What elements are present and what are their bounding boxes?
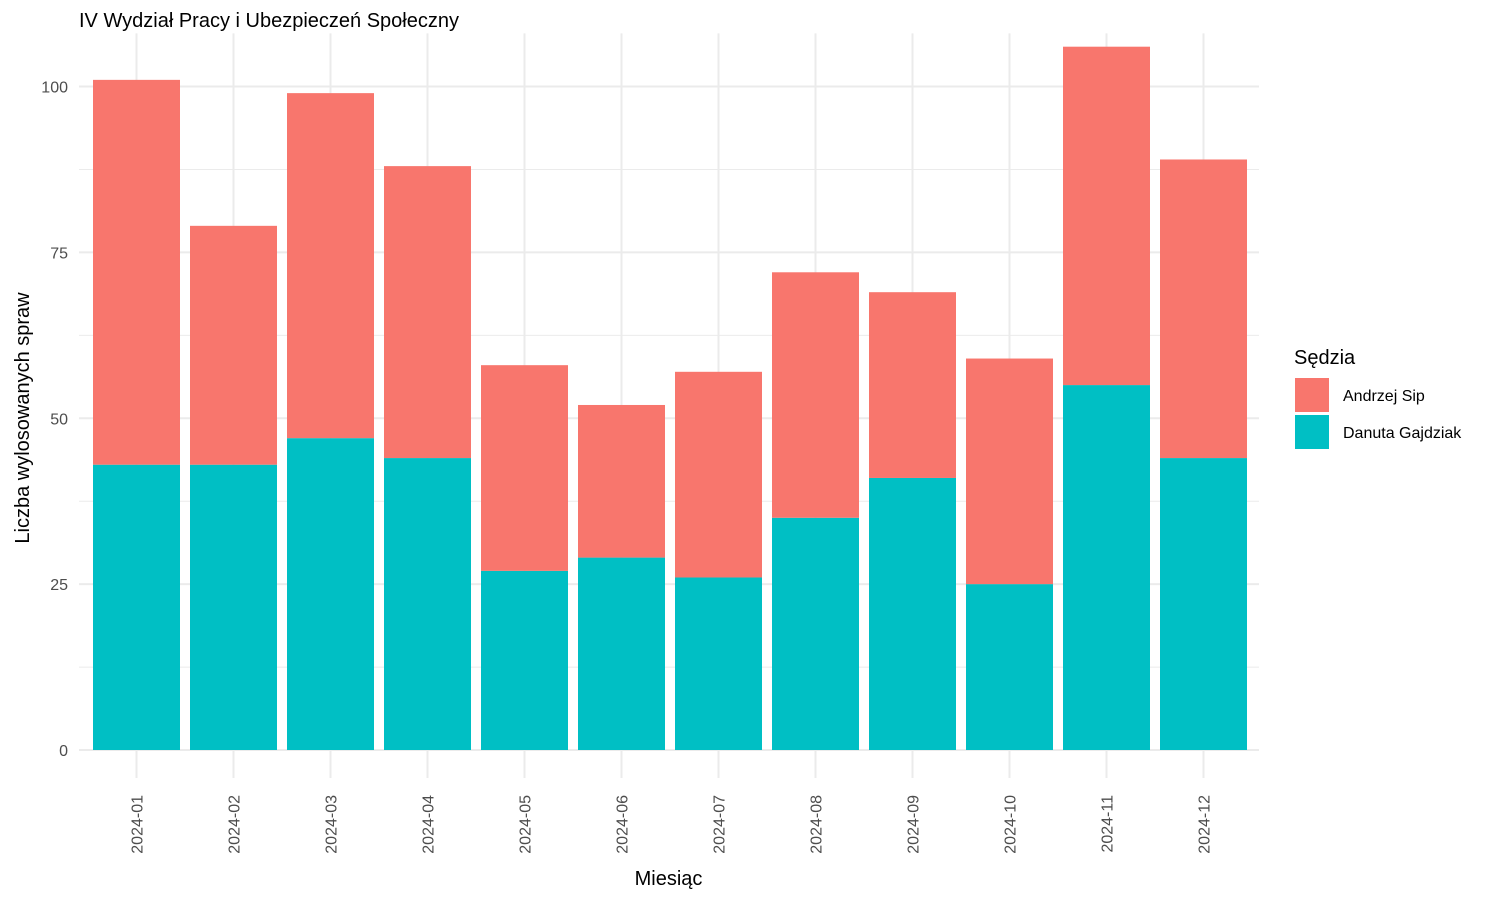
legend-title: Sędzia [1294, 347, 1356, 369]
bar-danuta-gajdziak [287, 438, 374, 750]
bar-danuta-gajdziak [966, 584, 1053, 750]
chart-title: IV Wydział Pracy i Ubezpieczeń Społeczny [79, 10, 459, 32]
y-tick-label: 75 [50, 245, 68, 262]
x-tick-label: 2024-12 [1197, 795, 1214, 854]
legend: Sędzia Andrzej Sip Danuta Gajdziak [1294, 347, 1462, 449]
bar-andrzej-sip [1063, 46, 1150, 386]
bars [93, 46, 1247, 750]
legend-label-danuta-gajdziak: Danuta Gajdziak [1343, 425, 1462, 442]
x-tick-label: 2024-05 [518, 795, 535, 854]
bar-danuta-gajdziak [190, 464, 277, 750]
bar-andrzej-sip [287, 93, 374, 439]
legend-key-danuta-gajdziak [1295, 415, 1329, 449]
bar-danuta-gajdziak [578, 557, 665, 750]
bar-danuta-gajdziak [869, 477, 956, 750]
axes: 0 25 50 75 100 2024-01 2024-02 2024-03 2024-04 20… [41, 80, 1213, 854]
y-tick-label: 100 [41, 80, 68, 97]
y-tick-label: 25 [50, 577, 68, 594]
bar-andrzej-sip [675, 371, 762, 578]
bar-danuta-gajdziak [772, 517, 859, 750]
bar-andrzej-sip [772, 272, 859, 518]
bar-danuta-gajdziak [675, 577, 762, 750]
bar-danuta-gajdziak [481, 570, 568, 750]
x-tick-label: 2024-01 [130, 795, 147, 854]
x-tick-label: 2024-08 [809, 795, 826, 854]
bar-andrzej-sip [1160, 159, 1247, 459]
bar-andrzej-sip [481, 365, 568, 571]
y-tick-label: 50 [50, 411, 68, 428]
bar-andrzej-sip [966, 358, 1053, 585]
bar-andrzej-sip [869, 292, 956, 478]
bar-andrzej-sip [190, 225, 277, 465]
bar-andrzej-sip [578, 404, 665, 558]
x-tick-label: 2024-06 [615, 795, 632, 854]
x-tick-label: 2024-03 [324, 795, 341, 854]
x-tick-label: 2024-02 [227, 795, 244, 854]
legend-key-andrzej-sip [1295, 378, 1329, 412]
bar-danuta-gajdziak [1160, 458, 1247, 750]
x-tick-label: 2024-04 [421, 795, 438, 854]
bar-danuta-gajdziak [384, 458, 471, 750]
y-axis-title: Liczba wylosowanych spraw [12, 292, 34, 544]
x-axis-title: Miesiąc [635, 868, 703, 890]
bar-danuta-gajdziak [93, 464, 180, 750]
y-tick-label: 0 [59, 743, 68, 760]
x-tick-label: 2024-10 [1003, 795, 1020, 854]
bar-andrzej-sip [384, 166, 471, 459]
legend-label-andrzej-sip: Andrzej Sip [1343, 388, 1425, 405]
x-tick-label: 2024-11 [1100, 795, 1117, 853]
bar-danuta-gajdziak [1063, 385, 1150, 750]
x-tick-label: 2024-09 [906, 795, 923, 854]
bar-andrzej-sip [93, 79, 180, 465]
x-tick-label: 2024-07 [712, 795, 729, 854]
